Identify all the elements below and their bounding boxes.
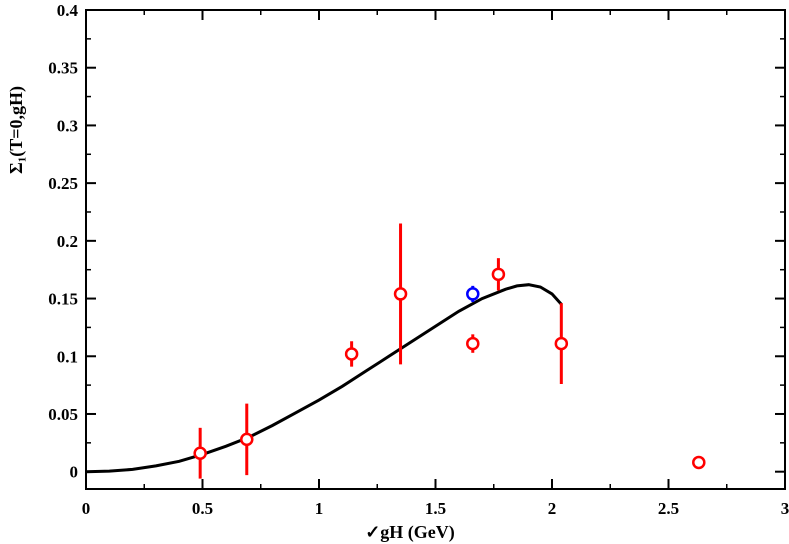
data-point: [466, 336, 480, 351]
ticks: 0 0.5 1 1.5 2 2.5 3 0 0.05 0.1 0.15 0.2 0.25 0.3 0.35 0…: [48, 1, 789, 518]
data-point: [491, 267, 506, 282]
data-point: [193, 446, 207, 460]
x-tick-label: 0.5: [192, 499, 213, 518]
data-point: [344, 347, 359, 361]
y-tick-label: 0.3: [57, 116, 78, 135]
data-point: [554, 336, 569, 351]
data-point: [692, 455, 706, 470]
y-tick-label: 0.25: [48, 174, 78, 193]
plot-frame: [85, 9, 786, 490]
points-layer: [193, 223, 706, 479]
y-tick-label: 0.15: [48, 290, 78, 309]
y-axis-title: Σ₁(T=0,gH): [6, 86, 27, 174]
y-tick-label: 0.4: [57, 1, 79, 20]
x-tick-label: 1.5: [425, 499, 446, 518]
y-tick-label: 0: [70, 463, 79, 482]
y-tick-label: 0.2: [57, 232, 78, 251]
data-point: [466, 287, 480, 301]
x-axis-title: ✓gH (GeV): [365, 522, 455, 543]
y-tick-label: 0.1: [57, 347, 78, 366]
x-tick-label: 2.5: [658, 499, 679, 518]
y-tick-label: 0.05: [48, 405, 78, 424]
y-tick-label: 0.35: [48, 59, 78, 78]
theory-curve: [85, 283, 563, 474]
curve-layer: [85, 283, 563, 474]
x-tick-label: 0: [82, 499, 91, 518]
x-tick-label: 3: [781, 499, 789, 518]
data-point: [393, 287, 408, 301]
x-tick-label: 2: [548, 499, 557, 518]
x-tick-label: 1: [315, 499, 324, 518]
data-point: [240, 432, 254, 447]
